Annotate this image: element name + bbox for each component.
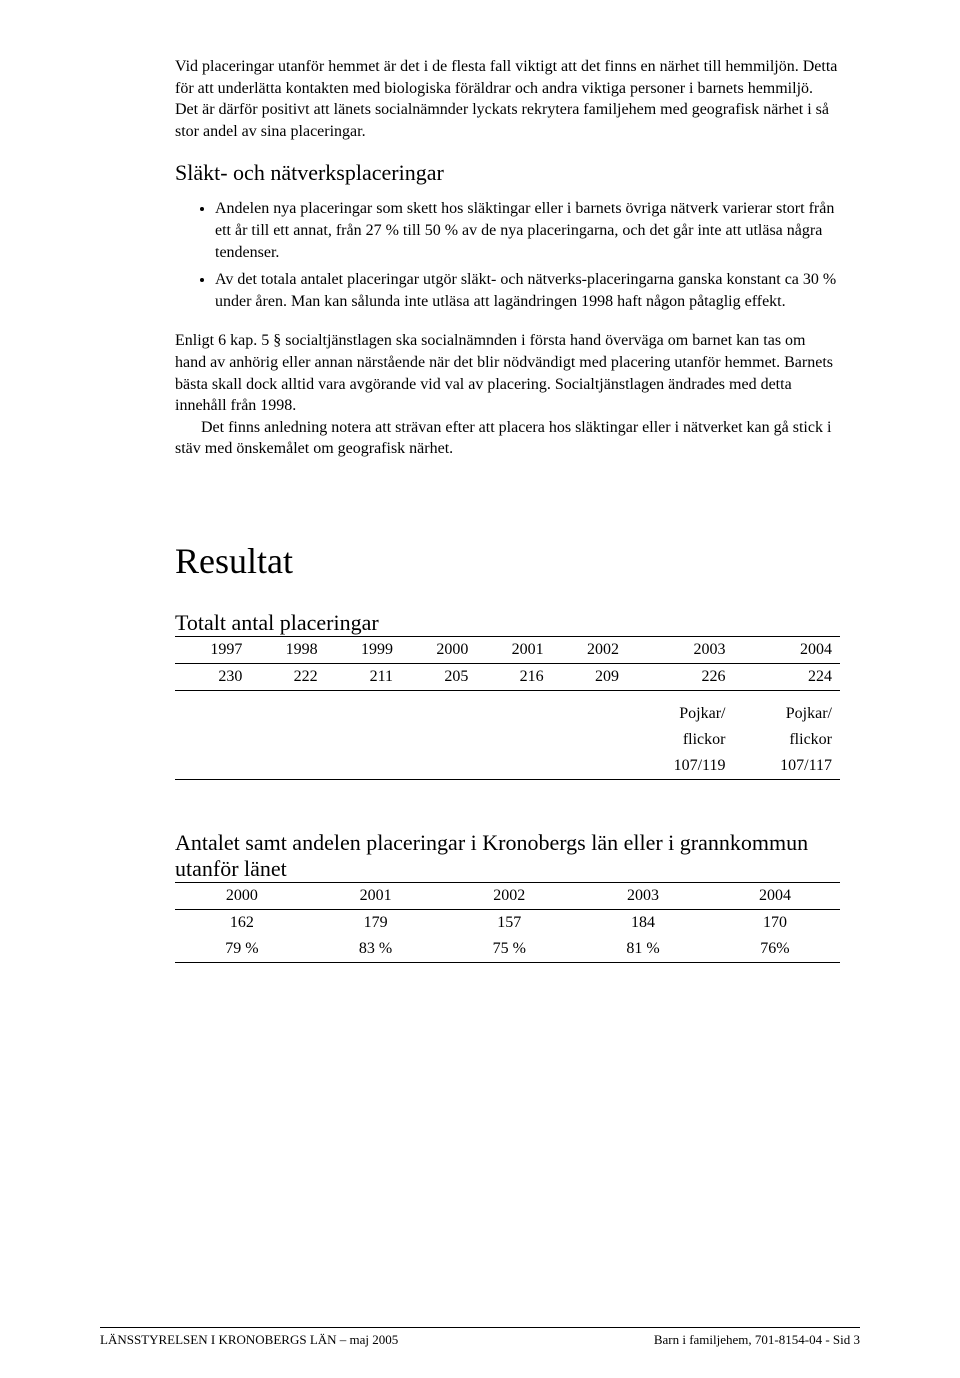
table-cell: 79 % — [175, 936, 309, 963]
table2-heading: Antalet samt andelen placeringar i Krono… — [175, 830, 840, 882]
table-cell: 162 — [175, 909, 309, 936]
page-content: Vid placeringar utanför hemmet är det i … — [0, 0, 960, 1003]
table-header-cell: 2003 — [627, 636, 734, 663]
table-cell: flickor — [733, 727, 840, 753]
table-cell: 184 — [576, 909, 710, 936]
table-cell: 75 % — [442, 936, 576, 963]
table-header-cell: 2002 — [552, 636, 627, 663]
table-header-cell: 2004 — [710, 882, 840, 909]
table-cell: 230 — [175, 663, 250, 690]
table-cell: 226 — [627, 663, 734, 690]
table-header-cell: 1997 — [175, 636, 250, 663]
page-footer: LÄNSSTYRELSEN I KRONOBERGS LÄN – maj 200… — [100, 1327, 860, 1348]
table-header-cell: 2002 — [442, 882, 576, 909]
table-cell: 211 — [326, 663, 401, 690]
table-cell: Pojkar/ — [627, 690, 734, 727]
table-header-cell: 2000 — [175, 882, 309, 909]
table-header-cell: 1999 — [326, 636, 401, 663]
footer-left: LÄNSSTYRELSEN I KRONOBERGS LÄN – maj 200… — [100, 1332, 398, 1348]
table-cell: 83 % — [309, 936, 443, 963]
table-header-cell: 2001 — [476, 636, 551, 663]
table-cell: 216 — [476, 663, 551, 690]
table-header-cell: 2003 — [576, 882, 710, 909]
table-cell: 209 — [552, 663, 627, 690]
table-cell: 170 — [710, 909, 840, 936]
table1-heading: Totalt antal placeringar — [175, 610, 840, 636]
table-header-cell: 2001 — [309, 882, 443, 909]
bullet-item: Andelen nya placeringar som skett hos sl… — [215, 198, 840, 263]
table-header-cell: 2000 — [401, 636, 476, 663]
table-antalet-andelen: 2000 2001 2002 2003 2004 162 179 157 184… — [175, 882, 840, 963]
paragraph-law: Enligt 6 kap. 5 § socialtjänstlagen ska … — [175, 330, 840, 416]
table-cell: 205 — [401, 663, 476, 690]
table-cell: 224 — [733, 663, 840, 690]
table-cell: 157 — [442, 909, 576, 936]
table-cell: 179 — [309, 909, 443, 936]
table-header-cell: 1998 — [250, 636, 325, 663]
table-cell: 107/119 — [627, 753, 734, 780]
paragraph-note: Det finns anledning notera att strävan e… — [175, 417, 840, 460]
bullet-item: Av det totala antalet placeringar utgör … — [215, 269, 840, 312]
table-cell: Pojkar/ — [733, 690, 840, 727]
table-header-cell: 2004 — [733, 636, 840, 663]
table-cell: 76% — [710, 936, 840, 963]
table-cell: 222 — [250, 663, 325, 690]
table-cell: flickor — [627, 727, 734, 753]
section-heading-slakt: Släkt- och nätverksplaceringar — [175, 160, 840, 186]
table-cell: 81 % — [576, 936, 710, 963]
intro-paragraph: Vid placeringar utanför hemmet är det i … — [175, 56, 840, 142]
table-total-placeringar: 1997 1998 1999 2000 2001 2002 2003 2004 … — [175, 636, 840, 780]
table-cell: 107/117 — [733, 753, 840, 780]
bullet-list: Andelen nya placeringar som skett hos sl… — [175, 198, 840, 312]
footer-right: Barn i familjehem, 701-8154-04 - Sid 3 — [654, 1332, 860, 1348]
main-heading-resultat: Resultat — [175, 540, 840, 582]
